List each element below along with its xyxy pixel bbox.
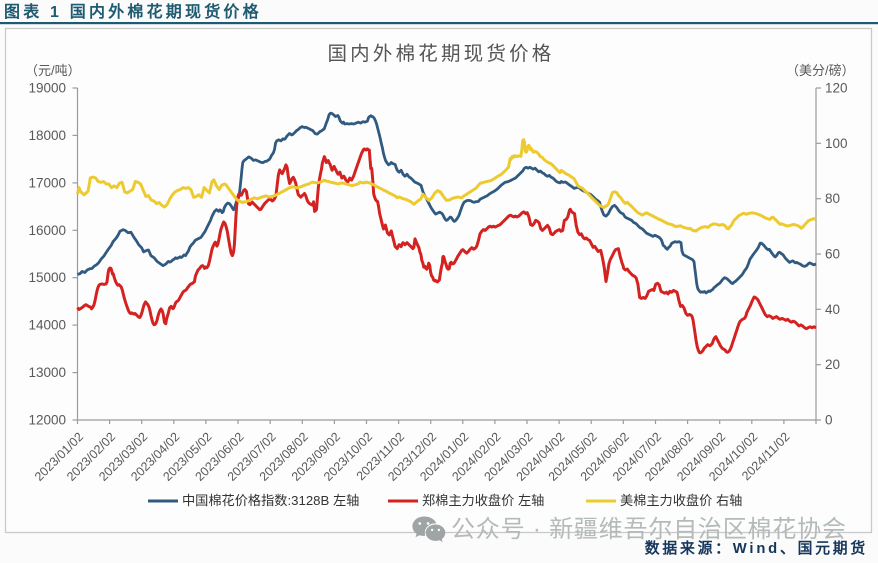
svg-text:13000: 13000 <box>28 365 66 380</box>
svg-text:（美分/磅）: （美分/磅） <box>786 63 855 78</box>
svg-text:16000: 16000 <box>28 223 66 238</box>
svg-text:19000: 19000 <box>28 81 66 96</box>
svg-text:国内外棉花期现货价格: 国内外棉花期现货价格 <box>327 43 554 65</box>
svg-text:12000: 12000 <box>28 413 66 428</box>
svg-text:120: 120 <box>825 81 848 96</box>
svg-text:40: 40 <box>825 302 840 317</box>
svg-text:60: 60 <box>825 247 840 262</box>
svg-text:17000: 17000 <box>28 175 66 190</box>
svg-text:（元/吨）: （元/吨） <box>25 63 81 78</box>
svg-text:14000: 14000 <box>28 318 66 333</box>
svg-text:公众号 · 新疆维吾尔自治区棉花协会: 公众号 · 新疆维吾尔自治区棉花协会 <box>451 516 847 543</box>
svg-text:郑棉主力收盘价 左轴: 郑棉主力收盘价 左轴 <box>422 492 544 508</box>
svg-text:中国棉花价格指数:3128B 左轴: 中国棉花价格指数:3128B 左轴 <box>182 493 359 508</box>
svg-text:图表 1 国内外棉花期现货价格: 图表 1 国内外棉花期现货价格 <box>4 2 262 21</box>
svg-text:18000: 18000 <box>28 128 66 143</box>
svg-text:20: 20 <box>825 357 840 372</box>
svg-text:15000: 15000 <box>28 270 66 285</box>
svg-text:80: 80 <box>825 191 840 206</box>
svg-text:美棉主力收盘价 右轴: 美棉主力收盘价 右轴 <box>620 492 742 508</box>
svg-text:数据来源：Wind、国元期货: 数据来源：Wind、国元期货 <box>645 539 868 557</box>
svg-text:0: 0 <box>825 413 833 428</box>
svg-text:100: 100 <box>825 136 848 151</box>
